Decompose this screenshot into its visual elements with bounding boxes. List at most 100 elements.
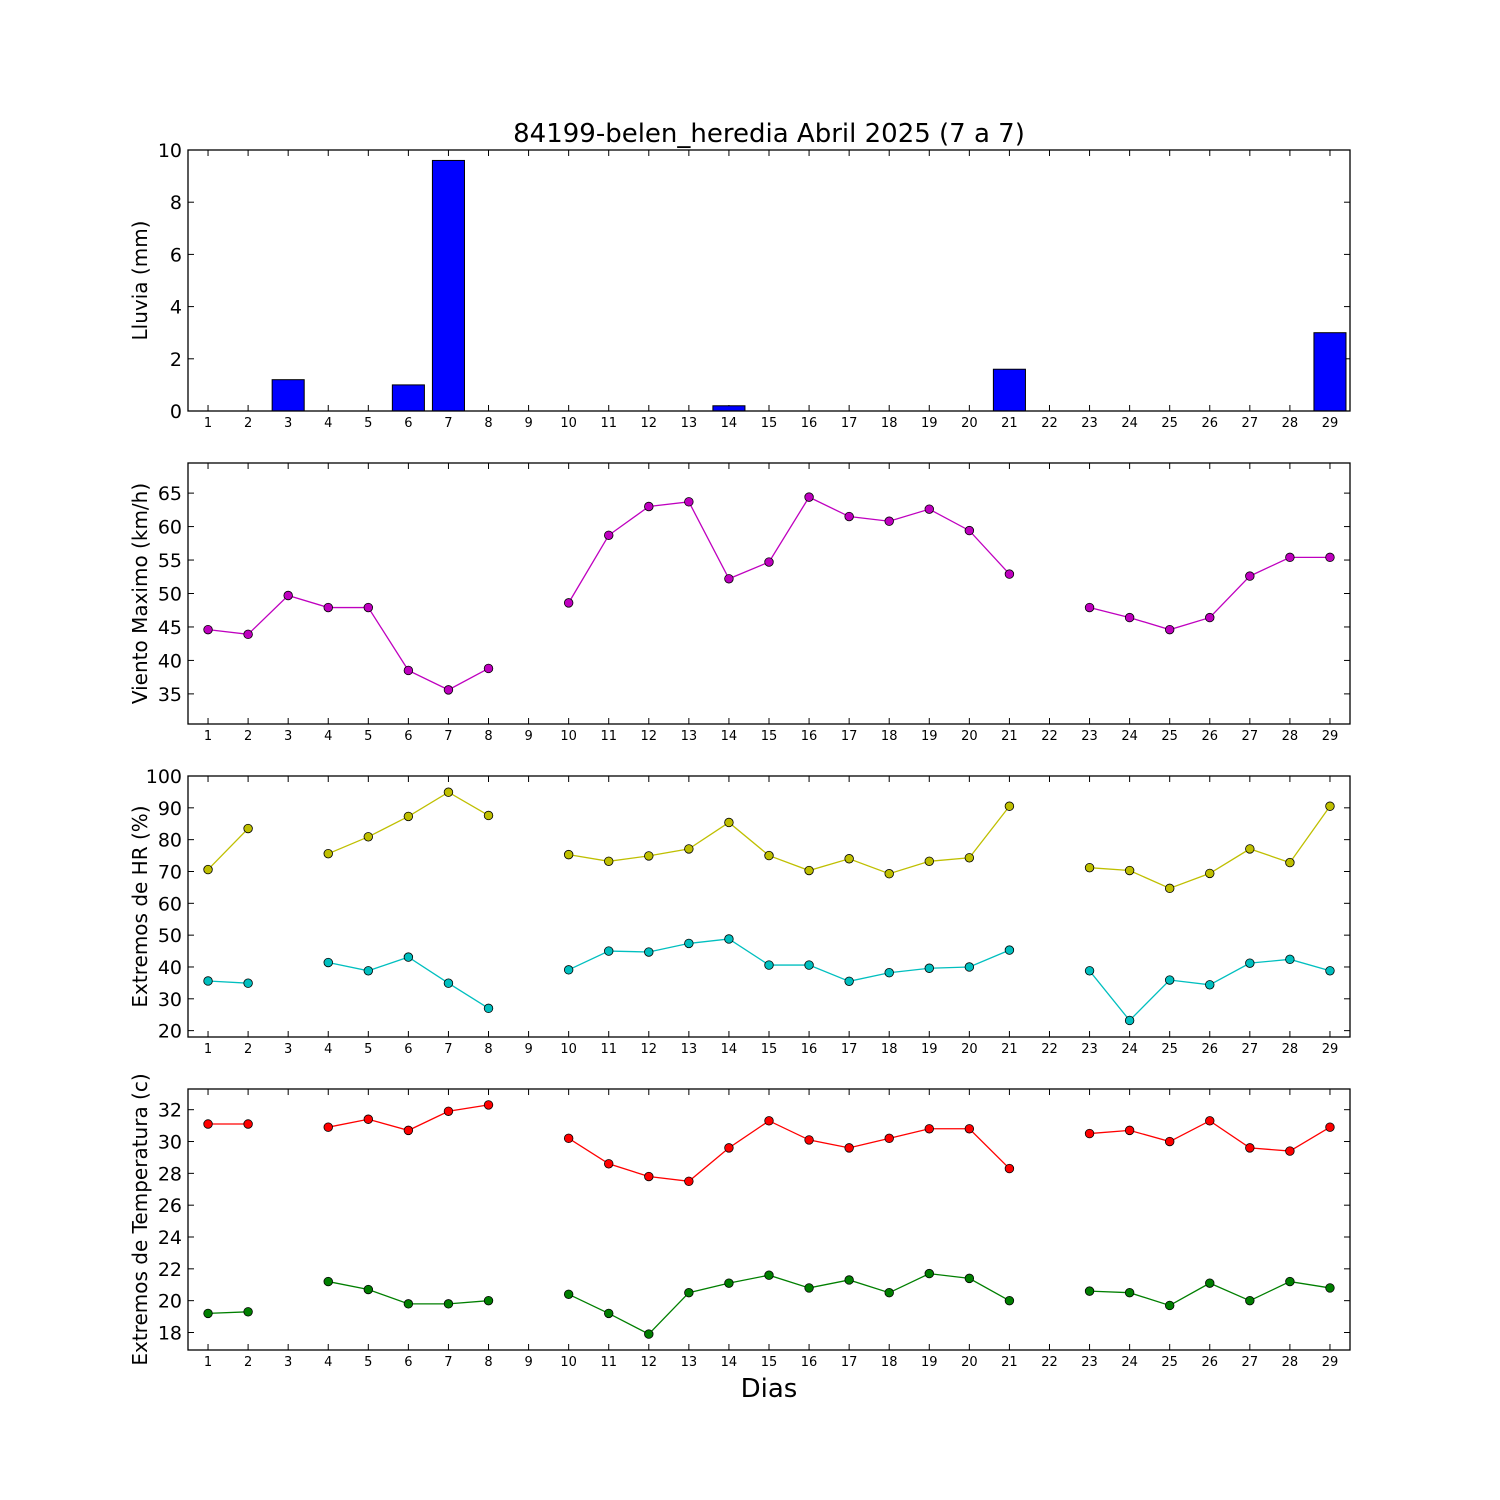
panel-4-series-2-point — [684, 1288, 694, 1298]
panel-1-ytick-label: 6 — [170, 244, 182, 266]
panel-4-xtick-label: 10 — [560, 1355, 577, 1370]
panel-3-xtick-label: 16 — [801, 1042, 818, 1057]
panel-1-xtick-label: 8 — [484, 416, 492, 431]
panel-1-xtick-label: 1 — [204, 416, 212, 431]
panel-1-ytick-label: 8 — [170, 192, 182, 214]
panel-2-xtick-label: 6 — [404, 729, 412, 744]
panel-2-series-1-point — [1205, 612, 1215, 623]
panel-2-ytick-label: 55 — [158, 550, 182, 572]
panel-4-ytick-label: 30 — [158, 1132, 182, 1154]
panel-2-series-1-line — [568, 496, 1010, 604]
panel-3-xtick-label: 17 — [841, 1042, 858, 1057]
panel-4-series-2-point — [243, 1307, 253, 1317]
panel-1-bar — [431, 159, 465, 412]
panel-2-xtick-label: 1 — [204, 729, 212, 744]
panel-2-ytick-label: 35 — [158, 684, 182, 706]
panel-1-xtick-label: 19 — [921, 416, 938, 431]
panel-4-series-1-point — [804, 1135, 814, 1145]
panel-3-xtick-label: 1 — [204, 1042, 212, 1057]
panel-1-xtick-label: 28 — [1282, 416, 1299, 431]
panel-3-series-2-point — [323, 957, 333, 968]
panel-4-series-1-point — [203, 1119, 213, 1129]
panel-3-series-2-point — [1084, 966, 1095, 976]
panel-2-series-1-point — [1285, 552, 1295, 563]
panel-1-xtick-label: 12 — [641, 416, 658, 431]
panel-4-xtick-label: 11 — [600, 1355, 617, 1370]
panel-4-series-2-point — [1084, 1286, 1095, 1296]
panel-2-ytick-label: 45 — [158, 617, 182, 639]
panel-3-series-1-line — [568, 805, 1010, 875]
panel-3-xtick-label: 4 — [324, 1042, 332, 1057]
panel-4-series-2-point — [1325, 1283, 1335, 1293]
panel-4-series-2-line — [208, 1311, 249, 1315]
panel-3-series-2-point — [684, 938, 694, 949]
panel-4-xtick-label: 18 — [881, 1355, 898, 1370]
panel-3-series-2-point — [1205, 980, 1215, 990]
panel-3-ytick-label: 90 — [158, 798, 182, 820]
panel-1-bar — [271, 379, 305, 412]
panel-4-series-1-point — [764, 1116, 774, 1126]
panel-3-series-1-point — [644, 851, 654, 861]
panel-4-series-1-point — [363, 1114, 374, 1124]
panel-1-xtick-label: 22 — [1041, 416, 1058, 431]
panel-4-ytick-label: 18 — [158, 1322, 182, 1344]
panel-1-xtick-label: 16 — [801, 416, 818, 431]
panel-4-xtick-label: 6 — [404, 1355, 412, 1370]
panel-3-xtick-label: 10 — [560, 1042, 577, 1057]
panel-4-series-1-point — [483, 1100, 494, 1110]
panel-4-series-1-point — [243, 1119, 253, 1129]
panel-4-series-2-point — [1205, 1278, 1215, 1288]
panel-3-xtick-label: 13 — [681, 1042, 698, 1057]
panel-2-series-1-point — [804, 492, 814, 502]
panel-3-xtick-label: 23 — [1081, 1042, 1098, 1057]
panel-4-series-2-point — [804, 1283, 814, 1293]
panel-1-ytick-label: 0 — [170, 401, 182, 423]
panel-2-series-1-point — [403, 665, 414, 676]
panel-3-series-1-point — [483, 810, 494, 821]
panel-2-xtick-label: 18 — [881, 729, 898, 744]
panel-3-series-2-point — [203, 976, 213, 986]
panel-1-xtick-label: 7 — [444, 416, 452, 431]
panel-3-series-1-point — [1004, 801, 1015, 811]
panel-4-series-1-point — [924, 1124, 934, 1134]
panel-3-xtick-label: 2 — [244, 1042, 252, 1057]
panel-1-ytick-label: 10 — [158, 140, 182, 162]
panel-4-xtick-label: 12 — [641, 1355, 658, 1370]
panel-4-xtick-label: 28 — [1282, 1355, 1299, 1370]
panel-3-ylabel: Extremos de HR (%) — [128, 805, 152, 1007]
panel-4-series-2-point — [363, 1284, 374, 1295]
panel-1-xtick-label: 9 — [524, 416, 532, 431]
panel-4-series-1-point — [323, 1122, 333, 1132]
panel-3-series-1-point — [1325, 801, 1335, 811]
panel-4-series-2-point — [483, 1295, 494, 1306]
panel-2-xtick-label: 9 — [524, 729, 532, 744]
panel-3-series-1-point — [1245, 844, 1255, 854]
panel-3-series-2-point — [403, 952, 414, 962]
panel-3-ytick-label: 50 — [158, 925, 182, 947]
panel-2-series-1-point — [884, 516, 894, 526]
panel-3-series-1-point — [884, 869, 894, 879]
panel-3-series-2-point — [443, 978, 454, 988]
panel-3-xtick-label: 7 — [444, 1042, 452, 1057]
panel-4-xtick-label: 8 — [484, 1355, 492, 1370]
panel-3-series-2-point — [604, 946, 614, 956]
panel-3-ytick-label: 80 — [158, 830, 182, 852]
panel-4-xtick-label: 26 — [1201, 1355, 1218, 1370]
panel-2-series-1-point — [323, 602, 333, 613]
panel-4-series-1-point — [844, 1143, 854, 1153]
panel-3-series-2-point — [1285, 954, 1295, 965]
panel-3-series-1-point — [1205, 868, 1215, 879]
panel-1-xtick-label: 5 — [364, 416, 372, 431]
panel-4-series-1-point — [443, 1106, 454, 1116]
panel-2-series-1-point — [283, 590, 293, 601]
panel-3-frame — [187, 775, 1351, 1038]
panel-2-xtick-label: 8 — [484, 729, 492, 744]
panel-4-series-1-point — [644, 1171, 654, 1182]
panel-4-xtick-label: 3 — [284, 1355, 292, 1370]
panel-3-xtick-label: 8 — [484, 1042, 492, 1057]
panel-4-series-2-point — [1124, 1288, 1135, 1298]
panel-2-xtick-label: 16 — [801, 729, 818, 744]
panel-1-xtick-label: 25 — [1161, 416, 1178, 431]
panel-2-series-1-point — [443, 685, 454, 695]
panel-3-xtick-label: 26 — [1201, 1042, 1218, 1057]
